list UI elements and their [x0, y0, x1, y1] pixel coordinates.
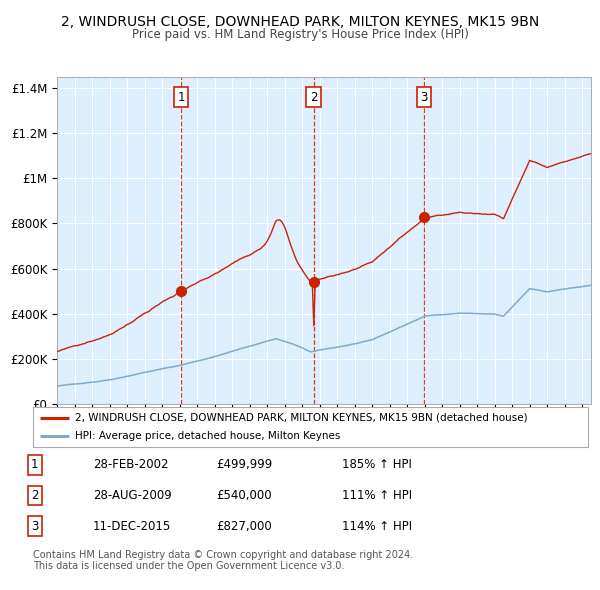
Text: 28-FEB-2002: 28-FEB-2002 [93, 458, 169, 471]
Text: This data is licensed under the Open Government Licence v3.0.: This data is licensed under the Open Gov… [33, 562, 344, 571]
Text: 2, WINDRUSH CLOSE, DOWNHEAD PARK, MILTON KEYNES, MK15 9BN (detached house): 2, WINDRUSH CLOSE, DOWNHEAD PARK, MILTON… [74, 413, 527, 423]
Text: 114% ↑ HPI: 114% ↑ HPI [342, 520, 412, 533]
Text: £540,000: £540,000 [216, 489, 272, 502]
Text: 1: 1 [31, 458, 38, 471]
Text: 111% ↑ HPI: 111% ↑ HPI [342, 489, 412, 502]
Text: 11-DEC-2015: 11-DEC-2015 [93, 520, 171, 533]
Text: 3: 3 [420, 90, 427, 103]
Text: 2: 2 [31, 489, 38, 502]
Text: £827,000: £827,000 [216, 520, 272, 533]
Text: Contains HM Land Registry data © Crown copyright and database right 2024.: Contains HM Land Registry data © Crown c… [33, 550, 413, 559]
Text: 2, WINDRUSH CLOSE, DOWNHEAD PARK, MILTON KEYNES, MK15 9BN: 2, WINDRUSH CLOSE, DOWNHEAD PARK, MILTON… [61, 15, 539, 30]
Text: 2: 2 [310, 90, 317, 103]
Text: Price paid vs. HM Land Registry's House Price Index (HPI): Price paid vs. HM Land Registry's House … [131, 28, 469, 41]
Text: 1: 1 [177, 90, 185, 103]
Text: 185% ↑ HPI: 185% ↑ HPI [342, 458, 412, 471]
Text: 28-AUG-2009: 28-AUG-2009 [93, 489, 172, 502]
Text: HPI: Average price, detached house, Milton Keynes: HPI: Average price, detached house, Milt… [74, 431, 340, 441]
Text: £499,999: £499,999 [216, 458, 272, 471]
Text: 3: 3 [31, 520, 38, 533]
